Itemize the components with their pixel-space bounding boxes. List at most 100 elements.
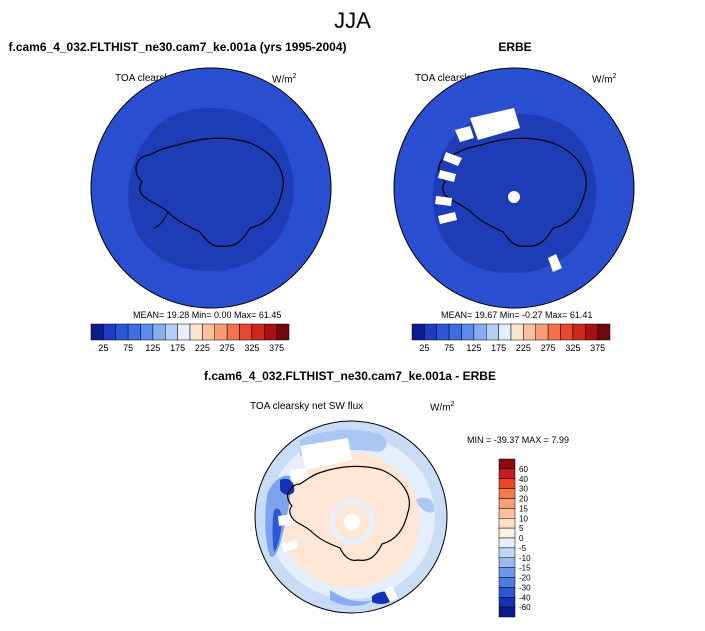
colorbar-box xyxy=(251,323,265,341)
colorbar-box xyxy=(498,323,512,341)
panel-2-title: ERBE xyxy=(498,40,532,54)
panel-3-variable: TOA clearsky net SW flux xyxy=(250,401,364,412)
panel-1-title: f.cam6_4_032.FLTHIST_ne30.cam7_ke.001a (… xyxy=(8,40,347,54)
strong-negative-anomaly xyxy=(280,478,295,495)
colorbar-box xyxy=(461,323,475,341)
units-exp: 2 xyxy=(612,73,617,80)
pole-hole xyxy=(344,514,360,530)
colorbar-box xyxy=(498,587,516,598)
panel-2-units: W/m2 xyxy=(592,73,616,85)
colorbar-box xyxy=(535,323,549,341)
negative-anomaly xyxy=(330,590,372,606)
colorbar-box xyxy=(90,323,104,341)
negative-anomaly xyxy=(416,497,435,513)
map-model xyxy=(91,68,331,308)
colorbar-tick-label: 225 xyxy=(516,343,531,353)
colorbar-box xyxy=(498,567,516,578)
antarctica-coastline xyxy=(438,137,587,247)
colorbar-tick-label: -5 xyxy=(519,544,527,553)
colorbar-box xyxy=(424,323,437,341)
panel-3-units: W/m2 xyxy=(430,401,454,413)
colorbar-model: 25 75 125 175 225 275 325 375 xyxy=(90,323,290,353)
missing-data-region xyxy=(300,438,352,470)
colorbar-box xyxy=(448,323,462,341)
colorbar-box xyxy=(572,323,586,341)
colorbar-tick-label: 125 xyxy=(466,343,481,353)
units-base: W/m xyxy=(430,402,451,414)
figure-title: JJA xyxy=(334,8,371,33)
panel-2-stats: MEAN= 19.67 Min= -0.27 Max= 61.41 xyxy=(441,310,593,320)
colorbar-tick-label: 20 xyxy=(519,495,528,504)
colorbar-tick-label: -40 xyxy=(519,593,531,602)
colorbar-tick-label: 5 xyxy=(519,524,524,533)
colorbar-box xyxy=(411,323,425,341)
missing-data-region xyxy=(278,514,294,526)
colorbar-tick-label: 375 xyxy=(269,343,284,353)
units-base: W/m xyxy=(272,74,293,86)
missing-data-region xyxy=(384,586,398,602)
colorbar-box xyxy=(498,488,516,499)
colorbar-tick-label: -30 xyxy=(519,583,531,592)
colorbar-box xyxy=(498,597,516,608)
colorbar-box xyxy=(560,323,574,341)
colorbar-tick-label: -20 xyxy=(519,574,531,583)
colorbar-box xyxy=(115,323,129,341)
colorbar-tick-label: -15 xyxy=(519,564,531,573)
colorbar-box xyxy=(498,498,516,509)
colorbar-box xyxy=(436,323,450,341)
colorbar-erbe: 25 75 125 175 225 275 325 375 xyxy=(411,323,611,353)
missing-data-region xyxy=(548,254,562,272)
colorbar-box xyxy=(498,577,516,588)
colorbar-box xyxy=(585,323,598,341)
colorbar-box xyxy=(547,323,561,341)
colorbar-tick-label: 25 xyxy=(98,343,108,353)
missing-data-region xyxy=(438,212,457,224)
colorbar-box xyxy=(498,518,516,529)
colorbar-box xyxy=(523,323,536,341)
antarctica-coastline xyxy=(135,137,284,247)
panel-1-units: W/m2 xyxy=(272,73,296,85)
map-erbe xyxy=(394,68,634,308)
colorbar-tick-label: 75 xyxy=(444,343,454,353)
colorbar-tick-label: 0 xyxy=(519,534,524,543)
colorbar-box xyxy=(177,323,191,341)
units-base: W/m xyxy=(592,74,613,86)
antarctica-coastline xyxy=(286,465,410,561)
colorbar-tick-label: 175 xyxy=(491,343,506,353)
colorbar-box xyxy=(510,323,524,341)
colorbar-tick-label: 375 xyxy=(590,343,605,353)
missing-data-region xyxy=(443,152,462,166)
colorbar-tick-label: 60 xyxy=(519,465,528,474)
colorbar-box xyxy=(498,527,516,539)
map-difference xyxy=(255,421,447,613)
colorbar-tick-label: -10 xyxy=(519,554,531,563)
panel-3-title: f.cam6_4_032.FLTHIST_ne30.cam7_ke.001a -… xyxy=(204,369,496,383)
missing-data-region xyxy=(282,540,298,552)
units-exp: 2 xyxy=(292,73,297,80)
field-ring-inner xyxy=(329,499,375,545)
ross-sea-coast xyxy=(153,211,169,229)
colorbar-box xyxy=(214,323,228,341)
colorbar-tick-label: 40 xyxy=(519,475,528,484)
colorbar-tick-label: 275 xyxy=(541,343,556,353)
colorbar-tick-label: 25 xyxy=(419,343,429,353)
colorbar-tick-label: 325 xyxy=(244,343,259,353)
colorbar-box xyxy=(264,323,277,341)
colorbar-box xyxy=(498,606,516,618)
map-model-border xyxy=(90,67,332,309)
colorbar-tick-label: 275 xyxy=(220,343,235,353)
colorbar-tick-label: 175 xyxy=(170,343,185,353)
colorbar-box xyxy=(498,508,516,519)
colorbar-box xyxy=(140,323,154,341)
colorbar-box xyxy=(486,323,499,341)
colorbar-box xyxy=(189,323,203,341)
colorbar-box xyxy=(498,458,516,470)
colorbar-box xyxy=(498,557,516,568)
colorbar-box xyxy=(202,323,215,341)
colorbar-tick-label: 225 xyxy=(195,343,210,353)
colorbar-box xyxy=(473,323,487,341)
colorbar-box xyxy=(597,323,611,341)
colorbar-box xyxy=(498,478,516,489)
colorbar-tick-label: 325 xyxy=(565,343,580,353)
